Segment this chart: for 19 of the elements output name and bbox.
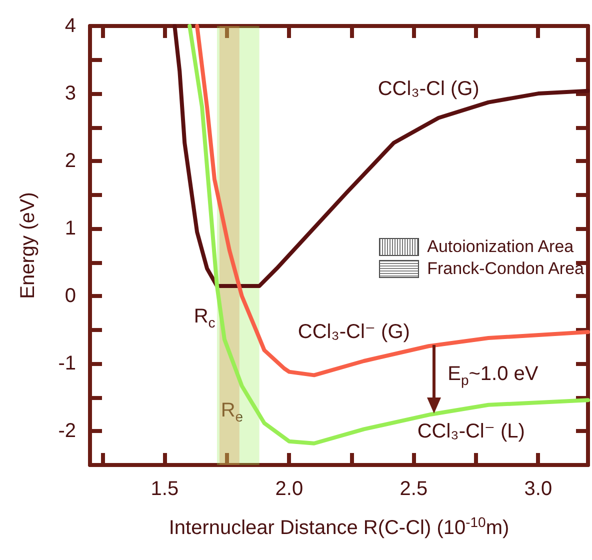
series-label: CCl₃-Cl⁻ (L) — [417, 420, 525, 442]
y-tick-label: -1 — [58, 352, 76, 375]
series-label: CCl₃-Cl⁻ (G) — [298, 320, 410, 343]
y-tick-label: -2 — [58, 420, 76, 442]
x-tick-label: 3.0 — [524, 478, 552, 500]
x-tick-label: 2.0 — [275, 478, 304, 500]
y-tick-label: 0 — [64, 285, 76, 308]
annotation: Franck-Condon Area — [427, 259, 584, 279]
x-tick-label: 2.5 — [400, 478, 428, 500]
y-tick-label: 4 — [64, 15, 76, 37]
y-tick-label: 3 — [64, 82, 76, 105]
y-tick-label: 1 — [64, 218, 76, 240]
y-axis-title: Energy (eV) — [17, 192, 39, 299]
annotation: Autoionization Area — [427, 237, 574, 257]
x-tick-label: 1.5 — [150, 478, 179, 500]
y-tick-label: 2 — [64, 150, 76, 172]
line-series — [172, 24, 590, 288]
series-label: CCl₃-Cl (G) — [378, 78, 480, 100]
line-series — [188, 24, 590, 446]
